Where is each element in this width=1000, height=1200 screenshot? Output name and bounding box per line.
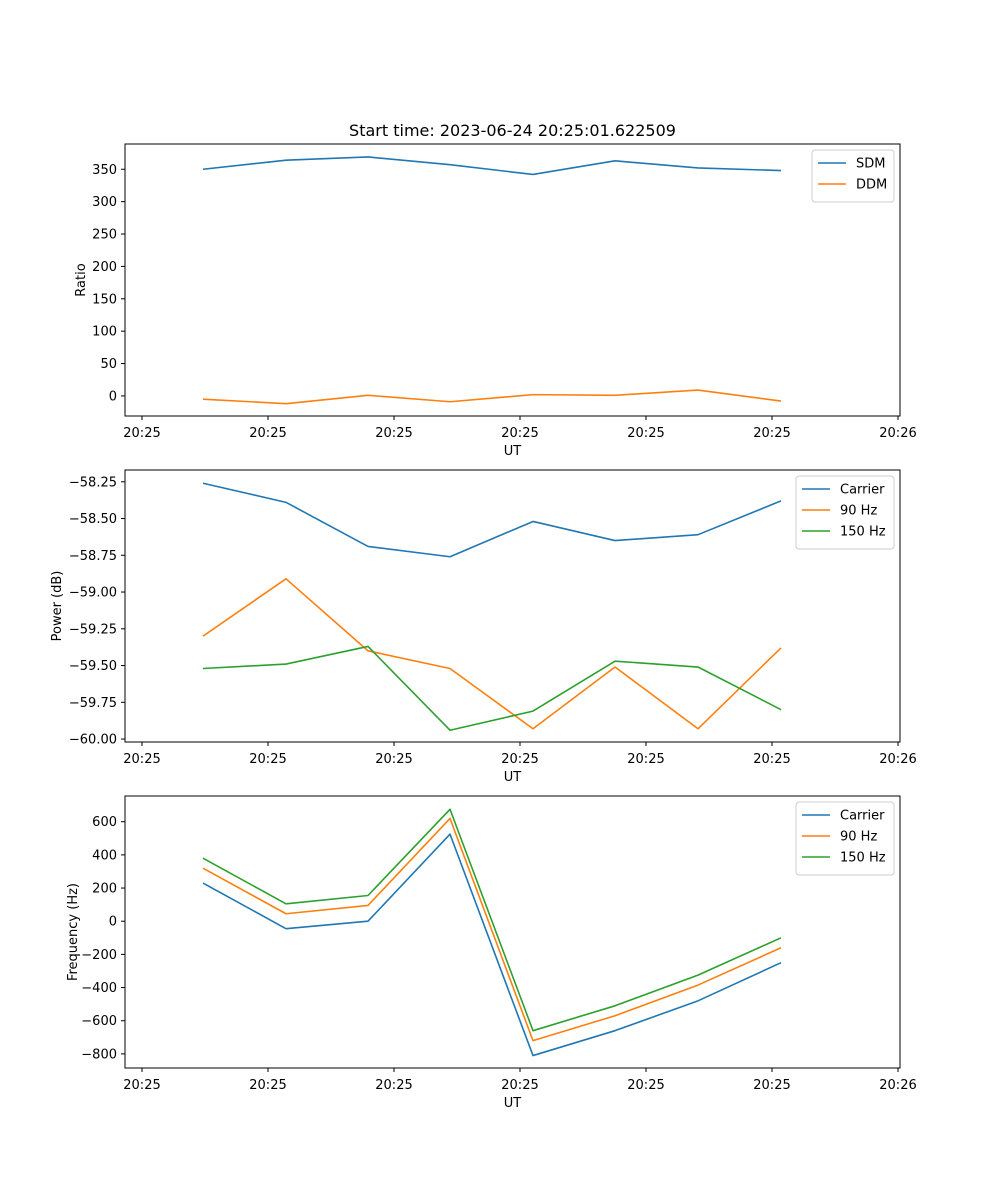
y-tick-label: −58.75	[69, 549, 117, 564]
x-tick-label: 20:25	[123, 426, 160, 441]
x-tick-label: 20:25	[501, 752, 538, 767]
legend-label: 150 Hz	[840, 851, 886, 866]
x-tick-label: 20:25	[375, 752, 412, 767]
x-tick-label: 20:25	[375, 426, 412, 441]
figure-title: Start time: 2023-06-24 20:25:01.622509	[349, 121, 676, 140]
y-tick-label: −58.25	[69, 475, 117, 490]
y-tick-label: −59.25	[69, 622, 117, 637]
y-tick-label: −58.50	[69, 512, 117, 527]
subplot-1: 20:25 20:25 20:25 20:25 20:25 20:25 20:26 UT 0 50…	[74, 143, 917, 459]
x-tick-label: 20:25	[123, 752, 160, 767]
y-tick-label: 400	[92, 848, 117, 863]
series-line-1	[202, 156, 782, 176]
x-tick-label: 20:25	[753, 426, 790, 441]
legend-label: 90 Hz	[840, 830, 877, 845]
x-axis-label: UT	[504, 444, 522, 459]
series-line-2	[202, 577, 782, 730]
y-tick-label: −59.50	[69, 659, 117, 674]
series-line-1	[202, 482, 782, 558]
legend-label: SDM	[856, 157, 885, 172]
y-axis-label: Power (dB)	[50, 571, 65, 642]
y-axis-label: Frequency (Hz)	[66, 883, 81, 981]
x-tick-label: 20:25	[123, 1078, 160, 1093]
series-line-1	[202, 833, 782, 1057]
x-tick-label: 20:25	[501, 426, 538, 441]
subplot-2: 20:25 20:25 20:25 20:25 20:25 20:25 20:26 UT −60…	[50, 469, 917, 785]
x-tick-label: 20:25	[249, 426, 286, 441]
y-tick-label: 0	[109, 915, 117, 930]
legend-label: 90 Hz	[840, 504, 877, 519]
y-tick-label: −400	[81, 981, 117, 996]
series-line-2	[202, 389, 782, 405]
axes-frame	[124, 795, 901, 1069]
y-tick-label: 200	[92, 260, 117, 275]
y-tick-label: 350	[92, 163, 117, 178]
x-tick-label: 20:25	[753, 752, 790, 767]
x-axis-label: UT	[504, 1096, 522, 1111]
series-line-3	[202, 808, 782, 1032]
series-line-2	[202, 817, 782, 1042]
legend-label: 150 Hz	[840, 525, 886, 540]
series-line-3	[202, 645, 782, 732]
y-tick-label: 100	[92, 325, 117, 340]
x-tick-label: 20:25	[375, 1078, 412, 1093]
y-tick-label: −60.00	[69, 733, 117, 748]
y-tick-label: 300	[92, 195, 117, 210]
y-tick-label: 150	[92, 292, 117, 307]
y-tick-label: −600	[81, 1014, 117, 1029]
y-tick-label: 250	[92, 228, 117, 243]
legend-label: Carrier	[840, 483, 885, 498]
x-tick-label: 20:25	[501, 1078, 538, 1093]
x-tick-label: 20:26	[879, 1078, 916, 1093]
y-tick-label: −59.00	[69, 586, 117, 601]
x-axis-label: UT	[504, 770, 522, 785]
x-tick-label: 20:25	[627, 1078, 664, 1093]
legend-label: Carrier	[840, 809, 885, 824]
x-tick-label: 20:25	[753, 1078, 790, 1093]
x-tick-label: 20:26	[879, 426, 916, 441]
x-tick-label: 20:25	[249, 752, 286, 767]
y-tick-label: −200	[81, 948, 117, 963]
y-tick-label: −800	[81, 1047, 117, 1062]
x-tick-label: 20:25	[627, 426, 664, 441]
y-tick-label: −59.75	[69, 696, 117, 711]
y-tick-label: 200	[92, 882, 117, 897]
x-tick-label: 20:25	[249, 1078, 286, 1093]
y-tick-label: 50	[100, 357, 117, 372]
subplot-3: 20:25 20:25 20:25 20:25 20:25 20:25 20:26 UT −80…	[66, 795, 917, 1111]
y-tick-label: 600	[92, 815, 117, 830]
legend-label: DDM	[856, 178, 887, 193]
y-axis-label: Ratio	[74, 263, 89, 296]
x-tick-label: 20:25	[627, 752, 664, 767]
x-tick-label: 20:26	[879, 752, 916, 767]
axes-frame	[124, 469, 901, 743]
axes-frame	[124, 143, 901, 417]
y-tick-label: 0	[109, 389, 117, 404]
